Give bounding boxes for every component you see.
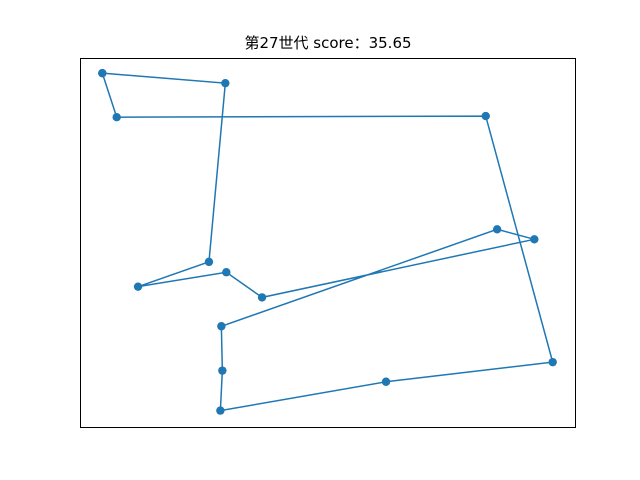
city-point	[222, 268, 231, 277]
city-point	[204, 257, 214, 267]
city-point	[530, 235, 539, 244]
city-point	[548, 357, 557, 367]
city-point	[217, 322, 226, 331]
city-point	[218, 366, 227, 375]
city-point	[98, 68, 107, 78]
city-point	[112, 113, 121, 122]
city-point	[381, 377, 391, 386]
city-point	[492, 225, 502, 234]
route-line	[101, 72, 554, 412]
city-point	[216, 406, 225, 415]
plot-frame	[80, 58, 576, 428]
city-point	[481, 111, 490, 121]
city-point	[257, 293, 267, 302]
chart-title: 第27世代 score：35.65	[244, 34, 411, 52]
city-point	[133, 282, 143, 291]
plot-area	[98, 68, 557, 415]
city-point	[221, 78, 230, 88]
